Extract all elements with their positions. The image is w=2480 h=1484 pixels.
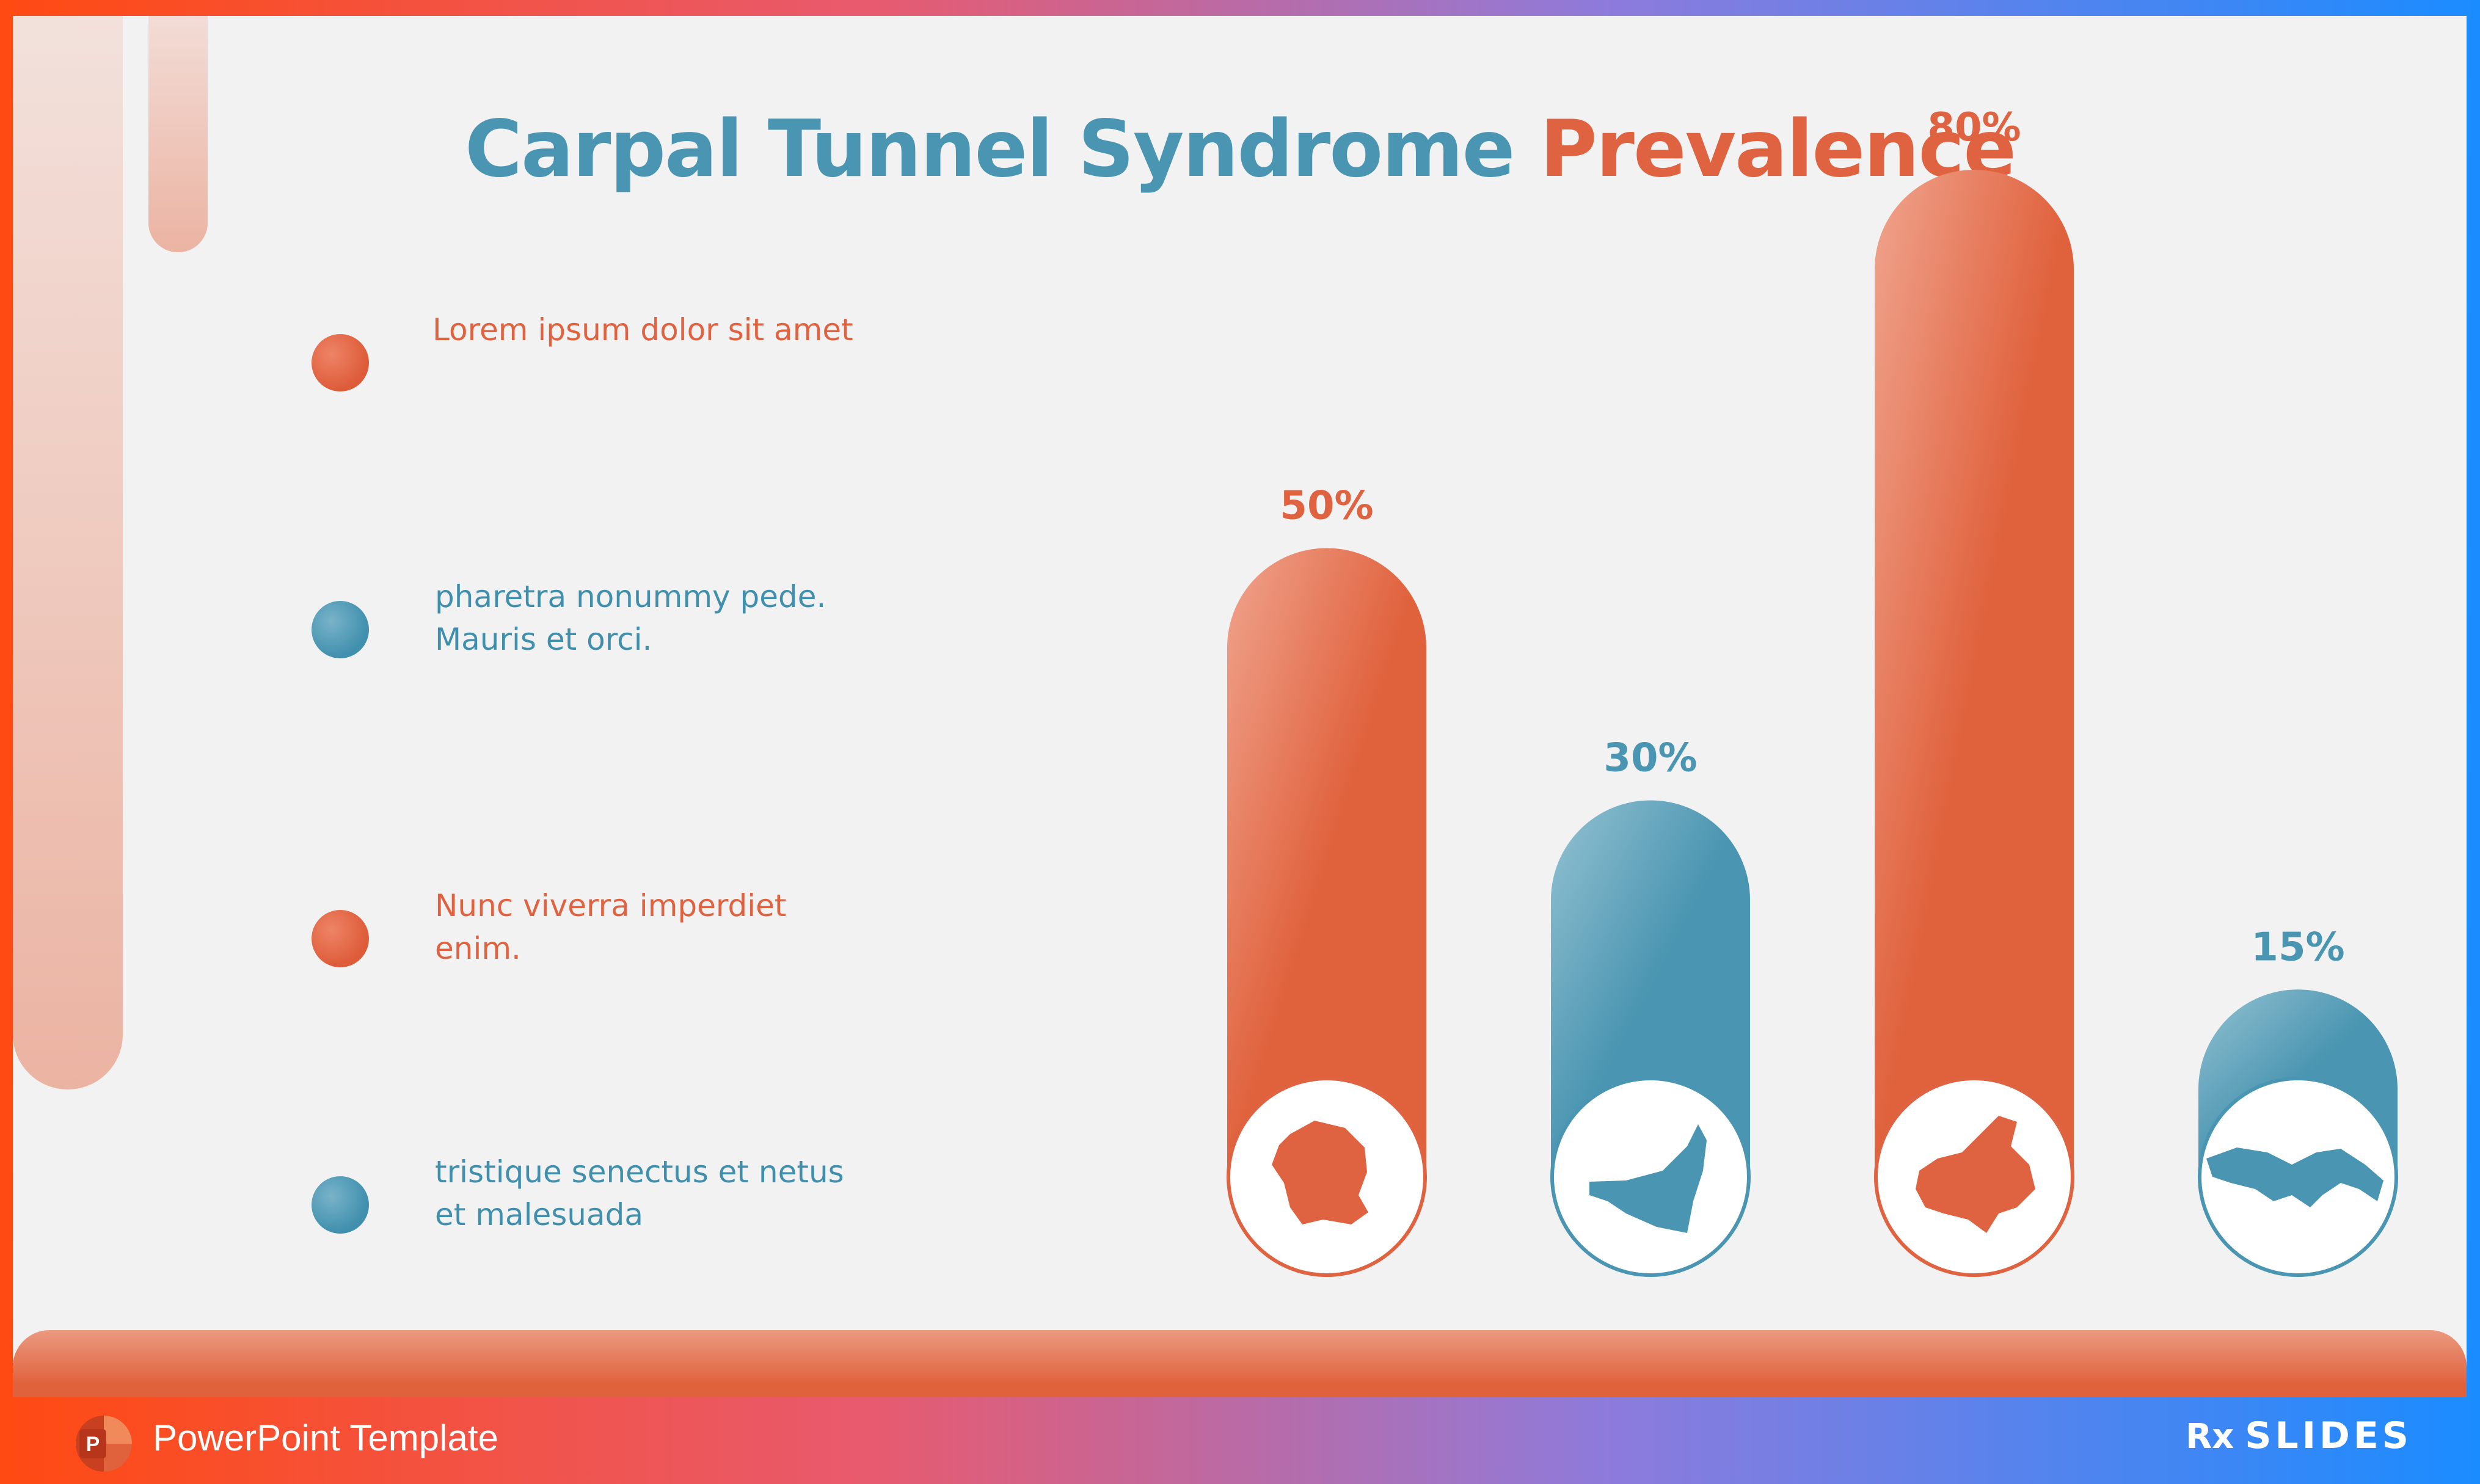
france-map-icon [1272,1121,1368,1224]
legend-text: pharetra nonummy pede. Mauris et orci. [435,579,826,657]
legend-dot [312,601,369,658]
bar [1875,170,2074,1177]
legend-item: pharetra nonummy pede. Mauris et orci. [312,575,861,673]
legend-dot [312,334,369,391]
legend-item: Lorem ipsum dolor sit amet [312,308,861,406]
footer-label: PowerPoint Template [153,1417,498,1458]
legend-text: tristique senectus et netus et malesuada [435,1154,844,1232]
decorative-bar [13,16,123,1089]
legend-item: Nunc viverra imperdiet enim. [312,884,861,982]
data-label: 30% [1603,736,1697,781]
brand-name: SLIDES [2245,1414,2413,1457]
footer: P PowerPoint Template Rx SLIDES [0,1397,2480,1484]
panama-map-icon [2206,1148,2383,1207]
bar [1227,548,1426,1177]
title-part-1: Carpal Tunnel Syndrome [465,104,1515,195]
brand-rx: Rx [2186,1417,2234,1457]
brand-logo: Rx SLIDES [2186,1414,2412,1457]
bar [1551,800,1750,1177]
legend-dot [312,910,369,967]
legend-text: Nunc viverra imperdiet enim. [435,888,787,966]
canada-map-icon [1916,1116,2035,1233]
data-label: 50% [1280,484,1373,529]
decorative-bar-small [148,16,208,252]
base-bar [13,1330,2467,1397]
slide-title: Carpal Tunnel Syndrome Prevalence [0,104,2480,195]
uae-map-icon [1589,1124,1707,1233]
powerpoint-icon: P [76,1416,132,1472]
data-label: 15% [2251,925,2344,970]
legend-item: tristique senectus et netus et malesuada [312,1151,861,1248]
svg-text:P: P [86,1433,100,1456]
legend-text: Lorem ipsum dolor sit amet [432,312,853,347]
data-label: 80% [1927,105,2021,150]
legend-dot [312,1176,369,1234]
